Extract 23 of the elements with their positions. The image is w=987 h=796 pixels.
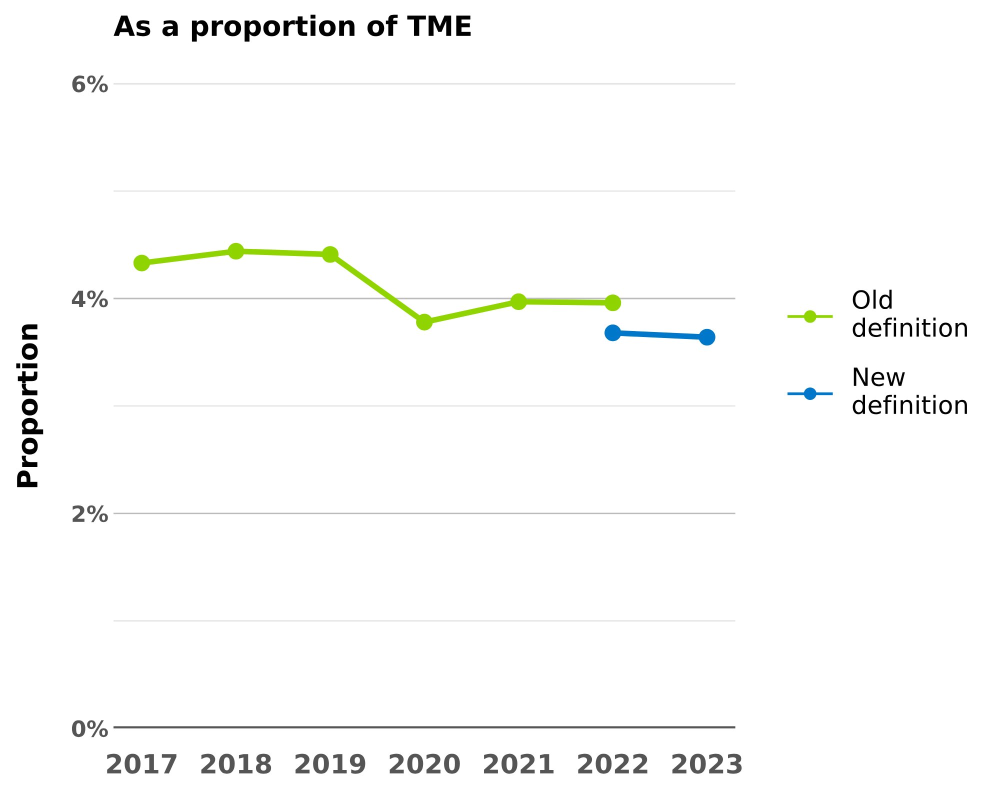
legend-label: New definition xyxy=(852,368,967,414)
point xyxy=(133,254,150,272)
point xyxy=(604,294,622,312)
y-tick-label: 2% xyxy=(72,505,108,522)
point xyxy=(322,246,339,263)
x-tick-label: 2020 xyxy=(390,754,460,774)
x-tick-label: 2019 xyxy=(296,754,366,774)
point xyxy=(510,293,527,310)
legend-label: Old definition xyxy=(852,290,967,338)
point xyxy=(698,328,716,346)
point xyxy=(416,314,433,330)
y-tick-label: 6% xyxy=(72,76,108,92)
chart-title: As a proportion of TME xyxy=(114,14,471,42)
x-tick-label: 2022 xyxy=(578,754,648,774)
x-tick-label: 2021 xyxy=(484,754,554,774)
point xyxy=(604,324,622,342)
x-tick-label: 2018 xyxy=(201,754,272,774)
y-tick-label: 4% xyxy=(72,290,108,308)
y-tick-label: 0% xyxy=(72,720,108,738)
x-tick-label: 2023 xyxy=(672,754,742,774)
point xyxy=(228,242,244,260)
x-tick-label: 2017 xyxy=(107,754,176,774)
y-axis-title: Proportion xyxy=(16,324,44,488)
